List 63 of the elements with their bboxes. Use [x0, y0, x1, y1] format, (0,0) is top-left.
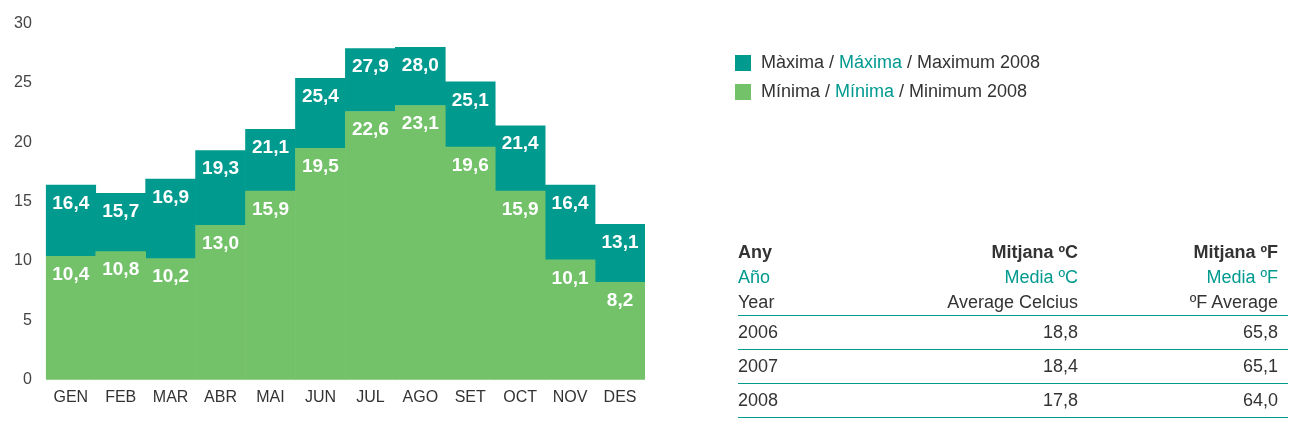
x-tick-label: AGO [402, 387, 439, 405]
x-tick-label: FEB [105, 387, 137, 405]
total-label: 21,1 [252, 136, 290, 158]
y-tick-label: 0 [22, 370, 32, 388]
data-label: 13,0 [202, 232, 240, 254]
x-tick-label: ABR [204, 387, 238, 405]
total-label: 13,1 [601, 230, 639, 252]
text: Media ºF [1205, 267, 1278, 288]
y-tick-label: 30 [14, 14, 32, 32]
text: 17,8 [1041, 390, 1078, 411]
text: Any [738, 242, 773, 263]
data-label: 15,9 [501, 197, 539, 219]
data-label: 22,6 [351, 118, 389, 140]
x-tick-label: NOV [552, 387, 588, 405]
text: 65,1 [1241, 356, 1278, 377]
data-label: 19,6 [451, 153, 489, 175]
total-label: 25,1 [451, 88, 490, 110]
x-tick-label: GEN [53, 387, 89, 405]
text: 2008 [738, 390, 780, 411]
data-label: 8,2 [606, 289, 634, 311]
y-tick-label: 25 [14, 73, 32, 91]
data-label: 10,2 [152, 265, 190, 287]
data-label: 10,8 [102, 258, 140, 280]
data-label: 19,5 [301, 155, 340, 176]
text: ºF Average [1188, 292, 1278, 313]
text: Year [738, 292, 776, 313]
data-label: 23,1 [401, 112, 440, 134]
x-tick-label: OCT [503, 387, 538, 405]
x-tick-label: MAR [152, 387, 189, 405]
total-label: 15,7 [102, 200, 140, 222]
data-label: 10,1 [551, 266, 590, 288]
total-label: 16,4 [52, 191, 90, 213]
data-label: 15,9 [252, 197, 289, 219]
text: 18,4 [1041, 356, 1078, 377]
x-tick-label: JUN [304, 387, 336, 405]
legend-label: Mínima / Mínima / Minimum 2008 [761, 81, 1028, 101]
total-label: 25,4 [301, 84, 340, 106]
y-tick-label: 15 [14, 192, 32, 210]
total-label: 19,3 [202, 157, 240, 179]
data-label: 10,4 [52, 263, 90, 285]
y-tick-label: 20 [14, 132, 32, 150]
text: 64,0 [1241, 390, 1278, 411]
text: 65,8 [1241, 322, 1278, 343]
text: Media ºC [1003, 267, 1078, 288]
x-tick-label: MAI [256, 387, 285, 405]
text: Mitjana ºF [1192, 242, 1278, 263]
total-label: 21,4 [501, 132, 540, 154]
total-label: 28,0 [401, 54, 439, 76]
x-tick-label: JUL [356, 387, 385, 405]
text: 18,8 [1041, 322, 1078, 343]
y-tick-label: 5 [22, 310, 32, 328]
text: 2006 [738, 322, 780, 343]
legend-label: Màxima / Máxima / Maximum 2008 [761, 52, 1041, 72]
x-tick-label: SET [454, 387, 487, 405]
total-label: 16,4 [551, 191, 590, 213]
text: Mitjana ºC [990, 242, 1078, 263]
text: Año [738, 267, 772, 288]
y-tick-label: 10 [14, 251, 32, 269]
total-label: 27,9 [351, 55, 389, 77]
x-tick-label: DES [603, 387, 637, 405]
text: Average Celcius [946, 292, 1078, 313]
text: 2007 [738, 356, 780, 377]
total-label: 16,9 [152, 185, 190, 207]
